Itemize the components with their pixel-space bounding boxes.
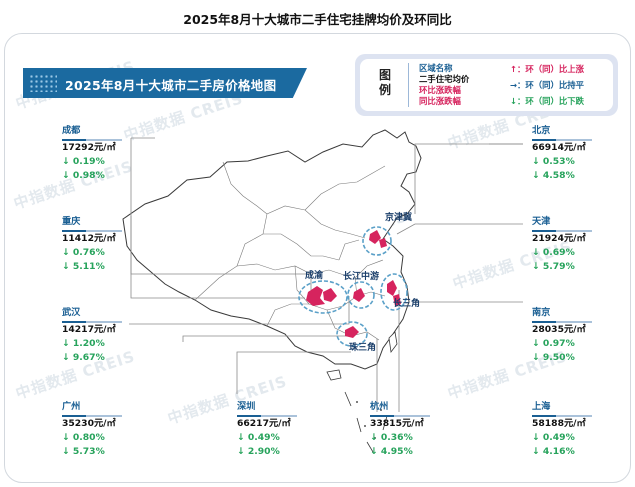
city-price: 66217元/㎡ <box>237 417 291 429</box>
city-underline <box>62 139 122 141</box>
page-title: 2025年8月十大城市二手住宅挂牌均价及环同比 <box>183 12 452 27</box>
region-ellipses <box>298 226 408 347</box>
city-mom: ↓ 0.49% <box>237 431 280 443</box>
city-shanghai: 上海 58188元/㎡ ↓ 0.49% ↓ 4.16% <box>532 400 592 459</box>
map-banner: 2025年8月十大城市二手房价格地图 <box>23 68 307 98</box>
city-name: 天津 <box>532 216 551 227</box>
city-underline <box>370 415 430 417</box>
city-chongqing: 重庆 11412元/㎡ ↓ 0.76% ↓ 5.11% <box>62 215 122 274</box>
city-yoy: ↓ 5.73% <box>62 445 105 457</box>
region-label-changjiang: 长江中游 <box>343 270 379 282</box>
legend-field-yoy: 同比涨跌幅 <box>419 96 461 106</box>
city-underline <box>532 415 592 417</box>
city-yoy: ↓ 5.11% <box>62 260 105 272</box>
city-mom: ↓ 0.53% <box>532 155 575 167</box>
city-mom: ↓ 0.76% <box>62 246 105 258</box>
city-mom: ↓ 0.80% <box>62 431 105 443</box>
city-name: 武汉 <box>62 307 81 318</box>
city-name: 南京 <box>532 307 551 318</box>
taiwan-island <box>388 331 398 354</box>
city-yoy: ↓ 2.90% <box>237 445 280 457</box>
city-name: 上海 <box>532 401 551 412</box>
south-sea-dashes <box>344 391 388 453</box>
city-name: 成都 <box>62 125 81 136</box>
legend-field-price: 二手住宅均价 <box>419 74 470 84</box>
city-underline <box>532 230 592 232</box>
city-price: 33815元/㎡ <box>370 417 424 429</box>
south-sea-islands <box>356 401 382 439</box>
city-yoy: ↓ 9.50% <box>532 351 575 363</box>
city-price: 66914元/㎡ <box>532 141 586 153</box>
china-map: 京津冀 长江中游 成渝 长三角 珠三角 <box>122 129 523 453</box>
city-mom: ↓ 1.20% <box>62 337 105 349</box>
legend-title: 图例 <box>379 68 392 97</box>
map-card: 中指数据 CREIS 中指数据 CREIS 中指数据 CREIS 中指数据 CR… <box>4 33 631 483</box>
legend-inner: 图例 区域名称 二手住宅均价 环比涨跌幅 同比涨跌幅 ↑：环（同）比上涨 →：环… <box>360 59 613 111</box>
city-price: 21924元/㎡ <box>532 232 586 244</box>
city-shenzhen: 深圳 66217元/㎡ ↓ 0.49% ↓ 2.90% <box>237 400 297 459</box>
legend-down: ↓：环（同）比下跌 <box>510 96 585 106</box>
city-beijing: 北京 66914元/㎡ ↓ 0.53% ↓ 4.58% <box>532 124 592 183</box>
legend-field-name: 区域名称 <box>419 63 453 73</box>
city-mom: ↓ 0.49% <box>532 431 575 443</box>
city-underline <box>62 321 122 323</box>
region-label-zhusanjiao: 珠三角 <box>349 341 376 353</box>
leader-lines <box>129 137 523 412</box>
city-nanjing: 南京 28035元/㎡ ↓ 0.97% ↓ 9.50% <box>532 306 592 365</box>
city-clusters <box>306 230 401 338</box>
city-yoy: ↓ 0.98% <box>62 169 105 181</box>
city-guangzhou: 广州 35230元/㎡ ↓ 0.80% ↓ 5.73% <box>62 400 122 459</box>
china-outline <box>122 129 422 370</box>
city-name: 深圳 <box>237 401 256 412</box>
dots-icon <box>29 74 57 92</box>
city-price: 28035元/㎡ <box>532 323 586 335</box>
city-price: 14217元/㎡ <box>62 323 116 335</box>
legend-field-mom: 环比涨跌幅 <box>419 85 461 95</box>
region-label-jingjinji: 京津冀 <box>385 211 412 223</box>
city-tianjin: 天津 21924元/㎡ ↓ 0.69% ↓ 5.79% <box>532 215 592 274</box>
city-yoy: ↓ 4.58% <box>532 169 575 181</box>
region-label-changsanjiao: 长三角 <box>393 297 420 309</box>
city-price: 11412元/㎡ <box>62 232 116 244</box>
city-yoy: ↓ 5.79% <box>532 260 575 272</box>
city-underline <box>62 230 122 232</box>
city-mom: ↓ 0.36% <box>370 431 413 443</box>
city-yoy: ↓ 4.95% <box>370 445 413 457</box>
city-yoy: ↓ 4.16% <box>532 445 575 457</box>
city-underline <box>532 321 592 323</box>
banner-title: 2025年8月十大城市二手房价格地图 <box>65 78 277 93</box>
hainan-island <box>326 369 342 381</box>
city-price: 17292元/㎡ <box>62 141 116 153</box>
legend-box: 图例 区域名称 二手住宅均价 环比涨跌幅 同比涨跌幅 ↑：环（同）比上涨 →：环… <box>355 54 618 116</box>
region-label-chengyu: 成渝 <box>305 269 324 281</box>
city-mom: ↓ 0.69% <box>532 246 575 258</box>
city-name: 北京 <box>532 125 551 136</box>
city-name: 广州 <box>62 401 81 412</box>
city-price: 35230元/㎡ <box>62 417 116 429</box>
city-name: 重庆 <box>62 216 81 227</box>
city-mom: ↓ 0.19% <box>62 155 105 167</box>
city-chengdu: 成都 17292元/㎡ ↓ 0.19% ↓ 0.98% <box>62 124 122 183</box>
city-hangzhou: 杭州 33815元/㎡ ↓ 0.36% ↓ 4.95% <box>370 400 430 459</box>
legend-divider <box>408 63 409 107</box>
city-mom: ↓ 0.97% <box>532 337 575 349</box>
city-yoy: ↓ 9.67% <box>62 351 105 363</box>
legend-up: ↑：环（同）比上涨 <box>510 64 585 74</box>
city-price: 58188元/㎡ <box>532 417 586 429</box>
city-wuhan: 武汉 14217元/㎡ ↓ 1.20% ↓ 9.67% <box>62 306 122 365</box>
legend-flat: →：环（同）比持平 <box>510 80 585 90</box>
city-underline <box>532 139 592 141</box>
city-underline <box>62 415 122 417</box>
city-name: 杭州 <box>370 401 389 412</box>
city-underline <box>237 415 297 417</box>
